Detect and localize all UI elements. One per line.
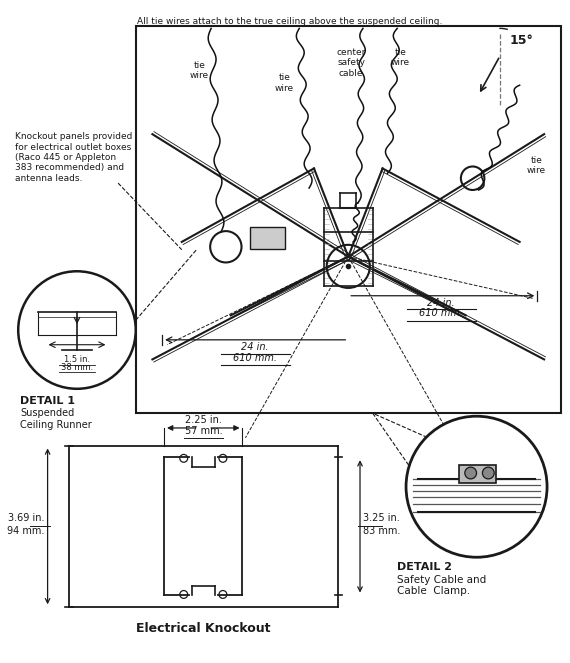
Bar [250,227,284,249]
Circle shape [18,271,136,389]
Text: 83 mm.: 83 mm. [363,526,400,536]
Circle shape [465,467,477,479]
Bar [136,27,561,413]
Text: Safety Cable and
Cable  Clamp.: Safety Cable and Cable Clamp. [397,575,486,597]
Text: DETAIL 2: DETAIL 2 [397,562,452,572]
Circle shape [406,416,547,557]
Text: 2.25 in.: 2.25 in. [185,415,222,425]
Text: 15°: 15° [510,34,534,47]
Text: Suspended
Ceiling Runner: Suspended Ceiling Runner [20,408,92,430]
Text: 610 mm.: 610 mm. [420,308,463,318]
Text: Knockout panels provided
for electrical outlet boxes
(Raco 445 or Appleton
383 r: Knockout panels provided for electrical … [15,132,133,183]
Text: tie
wire: tie wire [190,61,209,80]
Bar [459,465,496,483]
Text: tie
wire: tie wire [527,156,546,175]
Text: tie
wire: tie wire [390,48,410,68]
Text: 57 mm.: 57 mm. [185,426,222,436]
Text: 24 in.: 24 in. [428,298,455,308]
Text: Electrical Knockout: Electrical Knockout [136,622,271,635]
Text: 3.69 in.: 3.69 in. [8,513,44,523]
Text: 94 mm.: 94 mm. [7,526,44,536]
Text: 610 mm.: 610 mm. [233,353,277,363]
Text: 1.5 in.: 1.5 in. [64,355,90,365]
Text: 38 mm.: 38 mm. [61,363,93,373]
Text: tie
wire: tie wire [275,74,294,93]
Text: 24 in.: 24 in. [242,342,269,352]
Text: center
safety
cable: center safety cable [336,48,366,78]
Text: All tie wires attach to the true ceiling above the suspended ceiling.: All tie wires attach to the true ceiling… [137,17,442,26]
Text: 3.25 in.: 3.25 in. [363,513,400,523]
Circle shape [482,467,494,479]
Text: DETAIL 1: DETAIL 1 [20,396,75,406]
